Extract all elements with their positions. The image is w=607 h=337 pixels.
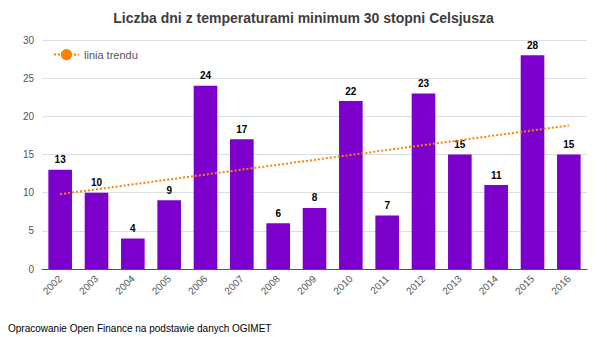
svg-text:9: 9 (166, 185, 172, 196)
svg-text:17: 17 (236, 124, 248, 135)
svg-text:2006: 2006 (186, 273, 210, 297)
svg-text:23: 23 (418, 78, 430, 89)
svg-text:30: 30 (23, 35, 35, 46)
svg-text:15: 15 (563, 139, 575, 150)
svg-text:6: 6 (275, 208, 281, 219)
svg-text:15: 15 (454, 139, 466, 150)
svg-text:2012: 2012 (404, 273, 428, 297)
svg-text:linia trendu: linia trendu (84, 49, 138, 61)
svg-text:Liczba dni z temperaturami min: Liczba dni z temperaturami minimum 30 st… (113, 10, 494, 26)
svg-text:2003: 2003 (77, 273, 101, 297)
svg-text:25: 25 (23, 73, 35, 84)
svg-text:22: 22 (345, 86, 357, 97)
svg-text:4: 4 (130, 223, 136, 234)
svg-text:2007: 2007 (222, 273, 246, 297)
svg-text:7: 7 (384, 200, 390, 211)
svg-text:2011: 2011 (368, 273, 391, 296)
svg-text:0: 0 (28, 264, 34, 275)
svg-text:2015: 2015 (513, 273, 537, 297)
svg-text:2002: 2002 (41, 273, 65, 297)
svg-text:2016: 2016 (549, 273, 573, 297)
svg-text:10: 10 (91, 177, 103, 188)
svg-text:15: 15 (23, 149, 35, 160)
svg-text:24: 24 (200, 70, 212, 81)
svg-text:28: 28 (527, 40, 539, 51)
svg-text:20: 20 (23, 111, 35, 122)
svg-text:2004: 2004 (113, 273, 137, 297)
svg-text:2005: 2005 (150, 273, 174, 297)
svg-text:2008: 2008 (259, 273, 283, 297)
svg-text:10: 10 (23, 187, 35, 198)
svg-text:11: 11 (491, 170, 502, 181)
svg-text:2014: 2014 (477, 273, 501, 297)
svg-text:2013: 2013 (440, 273, 464, 297)
svg-text:8: 8 (312, 192, 318, 203)
svg-text:13: 13 (55, 154, 67, 165)
svg-text:Opracowanie Open Finance na po: Opracowanie Open Finance na podstawie da… (8, 323, 271, 334)
svg-text:2009: 2009 (295, 273, 319, 297)
svg-text:2010: 2010 (331, 273, 355, 297)
svg-text:5: 5 (28, 225, 34, 236)
